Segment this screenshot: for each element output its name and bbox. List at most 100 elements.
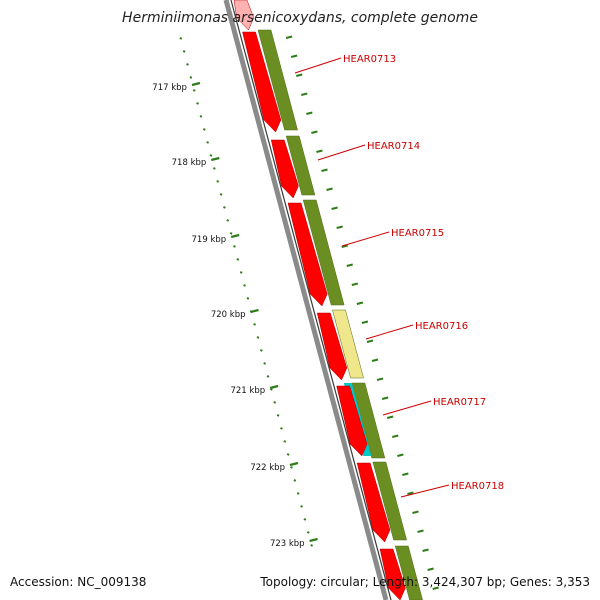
ruler-dot	[189, 76, 193, 79]
outer-tick	[402, 472, 409, 476]
outer-tick	[417, 529, 424, 533]
ruler-dot	[310, 544, 313, 547]
ruler-dot	[273, 401, 277, 404]
cds-arrow-4	[287, 202, 328, 307]
ruler-dot	[223, 206, 226, 209]
cds-arrow-1	[233, 0, 255, 31]
outer-feature-1	[257, 29, 298, 131]
cds-track	[233, 0, 406, 600]
cds-arrow-7	[356, 462, 391, 543]
topology-summary: Topology: circular; Length: 3,424,307 bp…	[260, 575, 590, 589]
ruler-dot	[229, 232, 233, 235]
ruler-dot	[179, 37, 183, 40]
outer-tick	[432, 586, 439, 590]
outer-feature-6	[372, 461, 407, 541]
ruler-label: 717 kbp	[152, 83, 187, 93]
ruler-dot	[209, 154, 213, 157]
gene-leader-line	[365, 324, 414, 340]
outer-tick	[326, 187, 333, 191]
gene-labels: HEAR0713 HEAR0714 HEAR0715 HEAR0716 HEAR0717…	[294, 54, 504, 498]
gene-label: HEAR0713	[343, 54, 396, 65]
ruler-dot	[246, 297, 250, 300]
outer-tick	[356, 301, 364, 305]
outer-feature-3	[302, 199, 345, 306]
gene-label: HEAR0716	[415, 321, 468, 332]
gene-leader-line	[294, 57, 342, 74]
outer-feature-5	[351, 382, 386, 459]
outer-tick	[316, 149, 323, 153]
ruler-major-tick	[230, 233, 240, 239]
cds-arrow-5	[316, 312, 348, 381]
ruler-dot	[192, 89, 196, 92]
outer-tick	[371, 358, 379, 362]
map-title: Herminiimonas arsenicoxydans, complete g…	[122, 10, 478, 26]
outer-feature-track	[257, 29, 423, 600]
ruler-dot	[219, 193, 223, 196]
gene-leader-line	[400, 484, 450, 498]
backbone-layer	[223, 0, 392, 600]
outer-tick	[311, 130, 318, 134]
outer-tick	[427, 567, 434, 571]
ruler-dot	[256, 336, 260, 339]
outer-tick	[295, 73, 303, 77]
ruler-dot	[300, 505, 303, 508]
outer-tick	[336, 225, 343, 229]
gene-leader-line	[382, 400, 432, 416]
ruler-dot	[259, 349, 263, 352]
ruler-dot	[296, 492, 300, 495]
outer-feature-4	[332, 309, 364, 379]
outer-tick	[331, 206, 338, 210]
gene-label: HEAR0718	[451, 481, 504, 492]
ruler-dot	[286, 453, 290, 456]
outer-tick	[341, 244, 348, 248]
outer-tick	[376, 377, 384, 381]
ruler-label: 723 kbp	[270, 539, 305, 549]
ruler-major-tick	[250, 308, 259, 314]
outer-tick	[381, 396, 389, 400]
ruler-dot	[202, 128, 206, 131]
ruler: 717 kbp 718 kbp 719 kbp 720 kbp 721 kbp 722 k…	[152, 37, 318, 549]
ruler-dot	[186, 63, 189, 66]
ruler-dot	[233, 245, 236, 248]
outer-tick	[321, 168, 328, 172]
outer-tick	[351, 282, 359, 286]
gene-leader-line	[317, 144, 366, 161]
ruler-dot	[239, 271, 243, 274]
accession-text: Accession: NC_009138	[10, 575, 147, 589]
ruler-dot	[243, 284, 246, 287]
ruler-dot	[263, 362, 267, 365]
ruler-major-tick	[309, 537, 318, 543]
backbone-line	[223, 0, 389, 600]
ruler-label: 719 kbp	[192, 235, 227, 245]
ruler-major-tick	[289, 461, 299, 467]
outer-tick	[407, 491, 414, 495]
ruler-major-tick	[269, 384, 279, 390]
outer-tick	[285, 35, 293, 39]
gene-leader-line	[341, 231, 390, 247]
ruler-major-tick	[211, 156, 220, 162]
outer-tick	[346, 263, 353, 267]
outer-tick	[306, 111, 313, 115]
ruler-label: 722 kbp	[250, 463, 285, 473]
outer-tick	[290, 54, 298, 58]
ruler-label: 720 kbp	[211, 310, 246, 320]
gene-label: HEAR0717	[433, 397, 486, 408]
outer-feature-2	[285, 135, 316, 196]
ruler-dot	[216, 180, 220, 183]
ruler-dot	[196, 102, 199, 105]
ruler-dot	[236, 258, 240, 261]
outer-feature-7	[394, 545, 423, 600]
outer-tick	[397, 453, 404, 457]
ruler-dot	[276, 414, 280, 417]
cds-arrow-8	[379, 548, 406, 600]
ruler-label: 721 kbp	[230, 386, 265, 396]
ruler-dot	[206, 141, 210, 144]
ruler-dot	[283, 440, 287, 443]
outer-tick	[412, 510, 419, 514]
ruler-label: 718 kbp	[172, 158, 207, 168]
ruler-dot	[182, 50, 186, 53]
ruler-dot	[253, 323, 256, 326]
ruler-dot	[269, 388, 273, 391]
ruler-dot	[293, 479, 297, 482]
